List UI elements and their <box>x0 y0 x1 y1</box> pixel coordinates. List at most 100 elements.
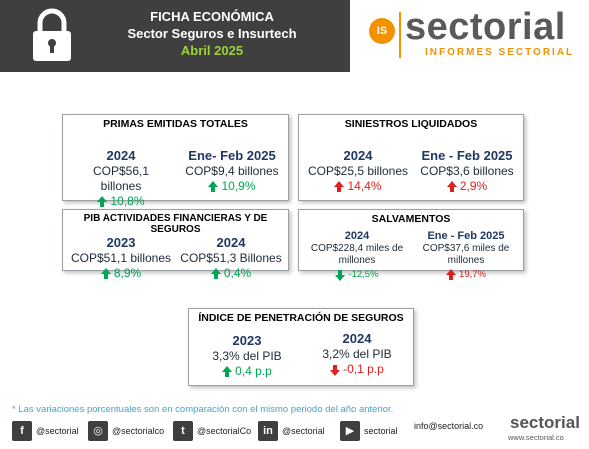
change: 0,4% <box>177 266 285 281</box>
siniestros-right: Ene - Feb 2025 COP$3,6 billones 2,9% <box>413 148 521 194</box>
header-titles: FICHA ECONÓMICA Sector Seguros e Insurte… <box>112 8 312 59</box>
linkedin-icon: in <box>258 421 278 441</box>
change: 19,7% <box>411 267 521 282</box>
change-value: -0,1 p.p <box>343 362 384 376</box>
youtube-link[interactable]: ▶ sectorial <box>340 421 398 441</box>
facebook-link[interactable]: f @sectorial <box>12 421 79 441</box>
period-label: 2024 <box>343 148 373 163</box>
card-primas: PRIMAS EMITIDAS TOTALES 2024 COP$56,1 bi… <box>62 114 289 208</box>
change: 2,9% <box>413 179 521 194</box>
arrow-up-icon <box>210 267 221 279</box>
instagram-handle: @sectorialco <box>112 426 165 436</box>
arrow-up-icon <box>446 180 457 192</box>
card-title: SINIESTROS LIQUIDADOS <box>344 118 478 130</box>
header-subtitle: Sector Seguros e Insurtech <box>127 26 297 41</box>
card-title: ÍNDICE DE PENETRACIÓN DE SEGUROS <box>198 312 404 324</box>
arrow-up-icon <box>446 268 457 280</box>
period-label: 2023 <box>106 235 136 250</box>
period-label: Ene - Feb 2025 <box>427 230 505 242</box>
value-text: COP$56,1 billones <box>92 164 150 193</box>
change: -0,1 p.p <box>303 362 411 377</box>
primas-right: Ene- Feb 2025 COP$9,4 billones 10,9% <box>178 148 286 194</box>
logo-subtitle: INFORMES SECTORIAL <box>425 47 575 58</box>
arrow-up-icon <box>208 180 219 192</box>
primas-left: 2024 COP$56,1 billones 10,8% <box>71 148 171 209</box>
footer-brand: sectorial <box>510 413 580 432</box>
facebook-handle: @sectorial <box>36 426 79 436</box>
pib-right: 2024 COP$51,3 Billones 0,4% <box>177 235 285 281</box>
facebook-icon: f <box>12 421 32 441</box>
change-value: 2,9% <box>459 179 488 193</box>
twitter-icon: t <box>173 421 193 441</box>
period-label: Ene - Feb 2025 <box>421 148 513 163</box>
period-label: 2024 <box>216 235 246 250</box>
email-link[interactable]: info@sectorial.co <box>414 421 483 431</box>
twitter-link[interactable]: t @sectorialCo <box>173 421 251 441</box>
value-text: COP$37,6 miles de <box>422 243 510 254</box>
email-address: info@sectorial.co <box>414 421 484 431</box>
logo-divider <box>399 12 401 58</box>
card-title: PIB ACTIVIDADES FINANCIERAS Y DE SEGUROS <box>83 213 268 235</box>
change: 10,9% <box>178 179 286 194</box>
period-label: 2024 <box>106 148 136 163</box>
arrow-up-icon <box>334 180 345 192</box>
siniestros-left: 2024 COP$25,5 billones 14,4% <box>303 148 413 194</box>
header-date: Abril 2025 <box>180 43 244 58</box>
change-value: 10,8% <box>110 194 145 208</box>
pib-left: 2023 COP$51,1 billones 8,9% <box>69 235 173 281</box>
change: 10,8% <box>71 194 171 209</box>
logo-badge: IS <box>369 18 395 44</box>
value-text: 3,2% del PIB <box>322 347 392 361</box>
linkedin-link[interactable]: in @sectorial <box>258 421 325 441</box>
value-text: COP$51,3 Billones <box>180 251 282 265</box>
arrow-up-icon <box>222 365 233 377</box>
arrow-up-icon <box>97 195 108 207</box>
change-value: -12,5% <box>348 269 379 280</box>
value-text: COP$3,6 billones <box>420 164 514 178</box>
card-title: SALVAMENTOS <box>371 213 451 225</box>
instagram-icon: ◎ <box>88 421 108 441</box>
youtube-icon: ▶ <box>340 421 360 441</box>
change: 0,4 p.p <box>193 364 301 379</box>
salvamentos-right: Ene - Feb 2025 COP$37,6 miles de millone… <box>411 230 521 282</box>
change-value: 0,4% <box>223 266 252 280</box>
arrow-down-icon <box>330 364 341 376</box>
card-salvamentos: SALVAMENTOS 2024 COP$228,4 miles de mill… <box>298 209 524 281</box>
logo-wordmark: sectorial <box>405 6 566 48</box>
value-text: COP$51,1 billones <box>70 251 172 265</box>
change: 14,4% <box>303 179 413 194</box>
period-label: 2024 <box>342 331 372 346</box>
change-value: 8,9% <box>113 266 142 280</box>
twitter-handle: @sectorialCo <box>197 426 252 436</box>
value-text-line2: millones <box>338 255 376 266</box>
change-value: 14,4% <box>347 179 382 193</box>
header-title: FICHA ECONÓMICA <box>150 9 274 24</box>
change: 8,9% <box>69 266 173 281</box>
value-text: 3,3% del PIB <box>212 349 282 363</box>
value-text: COP$25,5 billones <box>307 164 409 178</box>
youtube-handle: sectorial <box>364 426 398 436</box>
change-value: 10,9% <box>221 179 256 193</box>
value-text-line2: millones <box>447 255 485 266</box>
card-siniestros: SINIESTROS LIQUIDADOS 2024 COP$25,5 bill… <box>298 114 524 201</box>
period-label: 2024 <box>344 230 370 242</box>
arrow-down-icon <box>335 269 346 281</box>
penetracion-left: 2023 3,3% del PIB 0,4 p.p <box>193 333 301 379</box>
value-text: COP$9,4 billones <box>185 164 279 178</box>
card-title: PRIMAS EMITIDAS TOTALES <box>103 118 248 130</box>
value-text: COP$228,4 miles de <box>310 243 404 254</box>
period-label: 2023 <box>232 333 262 348</box>
footer-url[interactable]: www.sectorial.co <box>508 433 564 442</box>
change-value: 19,7% <box>459 269 486 280</box>
card-penetracion: ÍNDICE DE PENETRACIÓN DE SEGUROS 2023 3,… <box>188 308 414 386</box>
card-pib: PIB ACTIVIDADES FINANCIERAS Y DE SEGUROS… <box>62 209 289 280</box>
footnote: * Las variaciones porcentuales son en co… <box>12 404 394 415</box>
penetracion-right: 2024 3,2% del PIB -0,1 p.p <box>303 331 411 377</box>
instagram-link[interactable]: ◎ @sectorialco <box>88 421 164 441</box>
change: -12,5% <box>303 267 411 282</box>
change-value: 0,4 p.p <box>235 364 272 378</box>
period-label: Ene- Feb 2025 <box>188 148 276 163</box>
arrow-up-icon <box>100 267 111 279</box>
linkedin-handle: @sectorial <box>282 426 325 436</box>
salvamentos-left: 2024 COP$228,4 miles de millones -12,5% <box>303 230 411 282</box>
